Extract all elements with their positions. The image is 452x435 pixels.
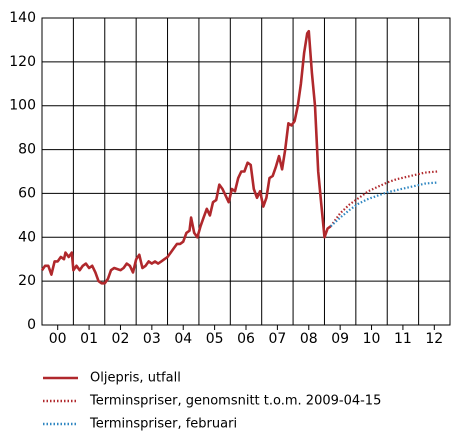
x-tick-label: 12 [425, 331, 443, 347]
x-tick-label: 11 [394, 331, 412, 347]
y-tick-label: 140 [9, 10, 36, 26]
plot-area: 0 20 40 60 80 100 120 140 00 01 02 03 04 05 06 07 08 09 10… [9, 10, 451, 347]
x-tick-label: 06 [237, 331, 255, 347]
legend-label: Terminspriser, februari [89, 417, 237, 432]
legend: Oljepris, utfall Terminspriser, genomsnit… [43, 371, 381, 432]
y-tick-label: 100 [9, 98, 36, 114]
data-line [40, 29, 332, 285]
y-tick-label: 40 [18, 229, 36, 245]
x-tick-label: 00 [49, 331, 67, 347]
y-tick-label: 20 [18, 273, 36, 289]
x-tick-label: 08 [300, 331, 318, 347]
legend-label: Terminspriser, genomsnitt t.o.m. 2009-04… [89, 394, 381, 409]
legend-label: Oljepris, utfall [90, 371, 181, 386]
x-tick-label: 02 [112, 331, 130, 347]
y-tick-label: 120 [9, 54, 36, 70]
x-tick-label: 09 [331, 331, 349, 347]
y-tick-label: 80 [18, 142, 36, 158]
x-tick-label: 03 [143, 331, 161, 347]
y-tick-label: 60 [18, 185, 36, 201]
x-tick-label: 10 [363, 331, 381, 347]
x-tick-label: 01 [80, 331, 98, 347]
x-tick-label: 05 [206, 331, 224, 347]
x-tick-label: 07 [268, 331, 286, 347]
data-line [329, 170, 438, 227]
y-tick-label: 0 [27, 317, 36, 333]
x-tick-label: 04 [174, 331, 192, 347]
plot-frame [41, 17, 451, 326]
data-line [329, 181, 438, 228]
